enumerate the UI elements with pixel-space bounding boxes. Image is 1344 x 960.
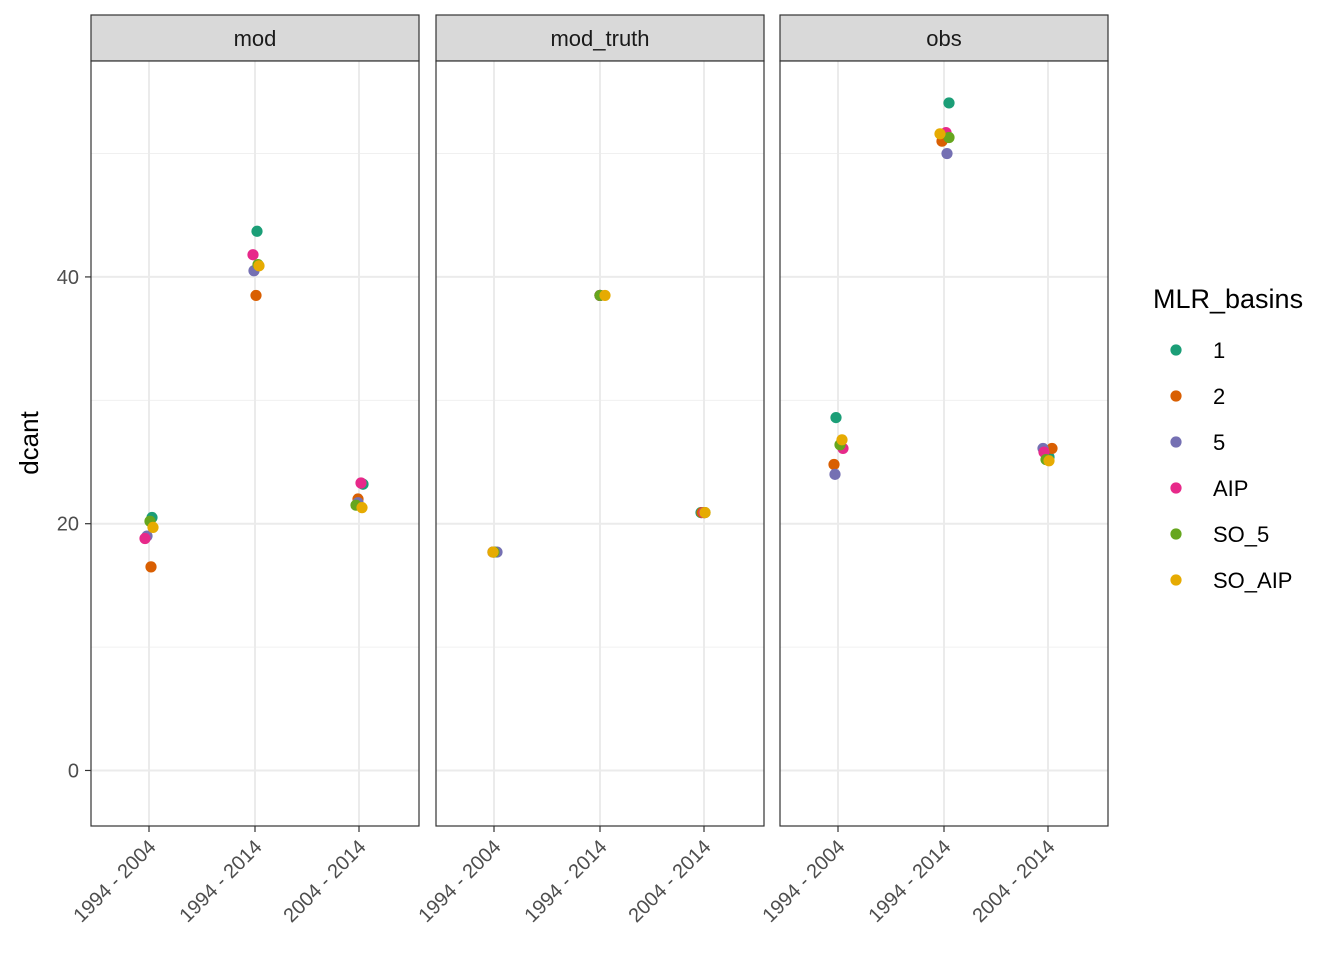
panel-border bbox=[90, 60, 420, 827]
legend-item: AIP bbox=[1170, 476, 1248, 501]
data-point bbox=[836, 434, 848, 446]
data-point bbox=[251, 225, 263, 237]
data-point bbox=[1043, 455, 1055, 467]
legend-key bbox=[1170, 390, 1182, 402]
legend-label: SO_AIP bbox=[1213, 568, 1292, 593]
data-point bbox=[139, 532, 151, 545]
y-tick-label: 40 bbox=[57, 267, 79, 289]
x-tick-label: 1994 - 2014 bbox=[520, 836, 611, 927]
data-point bbox=[829, 468, 841, 480]
data-point bbox=[247, 249, 259, 261]
y-tick-label: 20 bbox=[57, 514, 79, 536]
legend-item: SO_5 bbox=[1170, 522, 1269, 547]
x-tick-label: 2004 - 2014 bbox=[279, 836, 370, 927]
facet-strip bbox=[90, 14, 420, 62]
y-axis: 0 20 40 bbox=[57, 267, 91, 782]
x-tick-label: 2004 - 2014 bbox=[968, 836, 1059, 927]
data-point bbox=[599, 289, 611, 302]
facet-strip-label: mod bbox=[234, 26, 277, 51]
x-tick-label: 1994 - 2014 bbox=[864, 836, 955, 927]
legend-label: AIP bbox=[1213, 476, 1248, 501]
legend-item: 5 bbox=[1170, 430, 1225, 455]
legend-label: SO_5 bbox=[1213, 522, 1269, 547]
legend-item: SO_AIP bbox=[1170, 568, 1292, 593]
panel-mod: mod 1994 - 2004 1994 - 2014 2004 - 2014 bbox=[69, 14, 420, 927]
legend-key bbox=[1170, 528, 1182, 540]
data-point bbox=[145, 561, 157, 573]
data-point bbox=[253, 260, 265, 272]
data-point bbox=[830, 411, 842, 424]
facet-strip-label: mod_truth bbox=[550, 26, 649, 51]
facet-strip bbox=[435, 14, 765, 62]
legend-label: 2 bbox=[1213, 384, 1225, 409]
legend-key bbox=[1170, 574, 1182, 586]
data-point bbox=[941, 147, 953, 160]
data-point bbox=[943, 131, 955, 144]
x-tick-label: 1994 - 2004 bbox=[414, 836, 505, 927]
x-tick-label: 1994 - 2004 bbox=[758, 836, 849, 927]
x-tick-label: 1994 - 2014 bbox=[175, 836, 266, 927]
legend: MLR_basins 1 2 5 AIP SO_5 SO_AIP bbox=[1153, 284, 1303, 593]
panel-border bbox=[435, 60, 765, 827]
x-tick-label: 1994 - 2004 bbox=[69, 836, 160, 927]
legend-key bbox=[1170, 482, 1182, 494]
data-point bbox=[355, 477, 367, 489]
legend-label: 5 bbox=[1213, 430, 1225, 455]
legend-title: MLR_basins bbox=[1153, 284, 1303, 314]
legend-key bbox=[1170, 344, 1182, 356]
panel-obs: obs 1994 - 2004 1994 - 2014 2004 - 2014 bbox=[758, 14, 1109, 927]
legend-label: 1 bbox=[1213, 338, 1225, 363]
data-point bbox=[828, 458, 840, 471]
data-point bbox=[147, 521, 159, 534]
legend-item: 1 bbox=[1170, 338, 1225, 363]
data-point bbox=[487, 546, 499, 558]
y-axis-title: dcant bbox=[14, 410, 44, 474]
data-point bbox=[934, 128, 946, 140]
panel-mod-truth: mod_truth 1994 - 2004 1994 - 2014 2004 - 20… bbox=[414, 14, 765, 927]
legend-item: 2 bbox=[1170, 384, 1225, 409]
data-point bbox=[356, 502, 368, 514]
x-tick-label: 2004 - 2014 bbox=[624, 836, 715, 927]
panel-border bbox=[779, 60, 1109, 827]
y-tick-label: 0 bbox=[68, 760, 79, 782]
legend-key bbox=[1170, 436, 1182, 448]
data-point bbox=[699, 506, 711, 519]
data-point bbox=[943, 97, 955, 109]
data-point bbox=[250, 289, 262, 302]
facet-strip-label: obs bbox=[926, 26, 961, 51]
facet-strip bbox=[779, 14, 1109, 62]
